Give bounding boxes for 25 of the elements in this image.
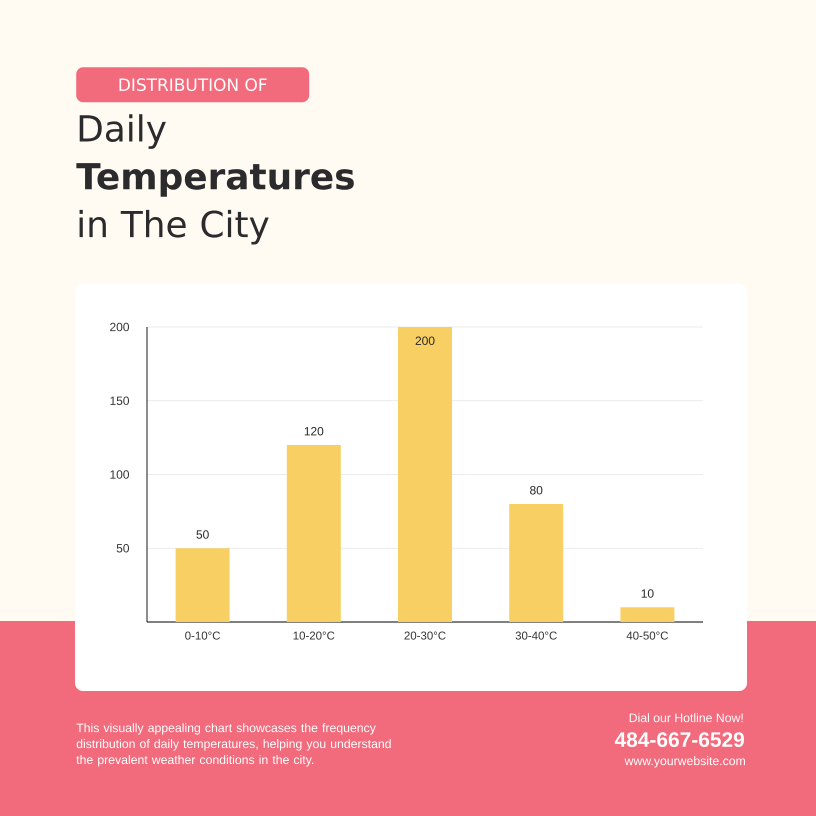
chart-subtitle: DISTRIBUTION OF [120,78,267,92]
text: This visually appealing chart showcases the frequency distribution of daily temperatures, helping you understand the prevalent weather conditions in the city. [76,723,391,767]
y-tick-label: 100 [110,470,130,479]
data-label: 120 [304,427,324,436]
x-tick-label: 40-50°C [626,632,668,640]
x-tick-label: 0-10°C [185,632,220,640]
y-tick-label: 150 [110,396,130,405]
data-label: 200 [416,336,435,345]
x-tick-label: 30-40°C [516,632,557,640]
y-tick-label: 200 [110,322,130,332]
text: 484-667-6529 [614,732,744,748]
bar [398,326,452,622]
bar [620,607,674,622]
bar [509,504,564,622]
data-label: 80 [530,486,542,494]
y-tick-label: 50 [116,544,130,552]
bar [286,444,341,622]
data-label: 50 [196,530,209,539]
x-tick-label: 10-20°C [294,632,334,640]
text: www.yourwebsite.com [624,756,745,768]
bar [176,548,230,622]
data-label: 10 [642,589,654,598]
chart-title: Daily Temperatures in The City [76,114,354,245]
text: Dial our Hotline Now! [630,713,743,722]
x-tick-label: 20-30°C [404,632,446,640]
